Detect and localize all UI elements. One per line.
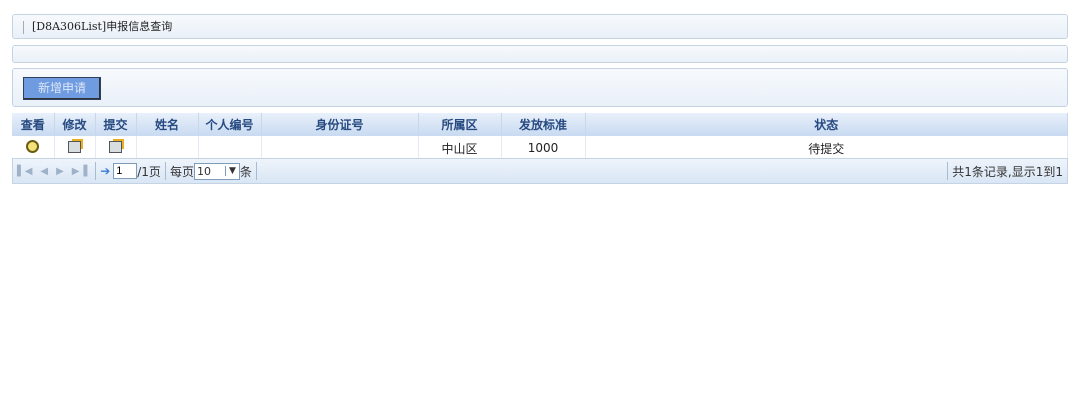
table-header: 查看 修改 提交 姓名 个人编号 身份证号 所属区 发放标准 状态 [12, 113, 1068, 136]
go-arrow-icon[interactable]: ➔ [100, 164, 111, 178]
chevron-down-icon[interactable]: ▼ [224, 166, 239, 176]
col-status[interactable]: 状态 [585, 113, 1068, 136]
search-area [12, 45, 1068, 63]
col-person-id[interactable]: 个人编号 [198, 113, 262, 136]
divider [95, 162, 97, 180]
divider [255, 162, 257, 180]
divider [947, 162, 949, 180]
page-input[interactable] [113, 163, 138, 179]
toolbar: 新增申请 [12, 68, 1068, 107]
add-application-button[interactable]: 新增申请 [23, 77, 101, 100]
data-table: 查看 修改 提交 姓名 个人编号 身份证号 所属区 发放标准 状态 中山区 10… [12, 113, 1068, 160]
per-page-unit: 条 [239, 164, 252, 179]
record-summary: 共1条记录,显示1到1 [952, 164, 1063, 179]
col-edit[interactable]: 修改 [54, 113, 96, 136]
submit-edit-icon[interactable] [109, 140, 122, 153]
cell-name [136, 136, 199, 160]
title-marker [23, 20, 26, 34]
cell-standard: 1000 [501, 136, 586, 160]
table-row: 中山区 1000 待提交 [12, 136, 1068, 160]
magnifier-icon[interactable] [26, 140, 40, 153]
page-title-bar: [D8A306List]申报信息查询 [12, 14, 1068, 39]
cell-id-card [261, 136, 419, 160]
col-view[interactable]: 查看 [12, 113, 55, 136]
col-district[interactable]: 所属区 [418, 113, 502, 136]
per-page-select[interactable]: 10 ▼ [193, 162, 240, 180]
prev-page-icon[interactable]: ◀ [40, 165, 49, 177]
col-standard[interactable]: 发放标准 [501, 113, 586, 136]
col-submit[interactable]: 提交 [95, 113, 137, 136]
col-name[interactable]: 姓名 [136, 113, 199, 136]
first-page-icon[interactable]: ▌◀ [17, 165, 33, 177]
last-page-icon[interactable]: ▶▐ [71, 165, 88, 177]
cell-person-id [198, 136, 262, 160]
page-title: [D8A306List]申报信息查询 [32, 20, 173, 33]
per-page-label: 每页 [169, 164, 194, 179]
divider [164, 162, 166, 180]
col-id-card[interactable]: 身份证号 [261, 113, 419, 136]
edit-icon[interactable] [68, 140, 81, 153]
pager: ▌◀ ◀ ▶ ▶▐ ➔ /1页 每页 10▼ 条 共1条记录,显示1到1 [12, 158, 1068, 184]
next-page-icon[interactable]: ▶ [56, 165, 64, 177]
cell-district: 中山区 [418, 136, 502, 160]
total-pages: /1页 [137, 164, 161, 179]
cell-status: 待提交 [585, 136, 1068, 160]
